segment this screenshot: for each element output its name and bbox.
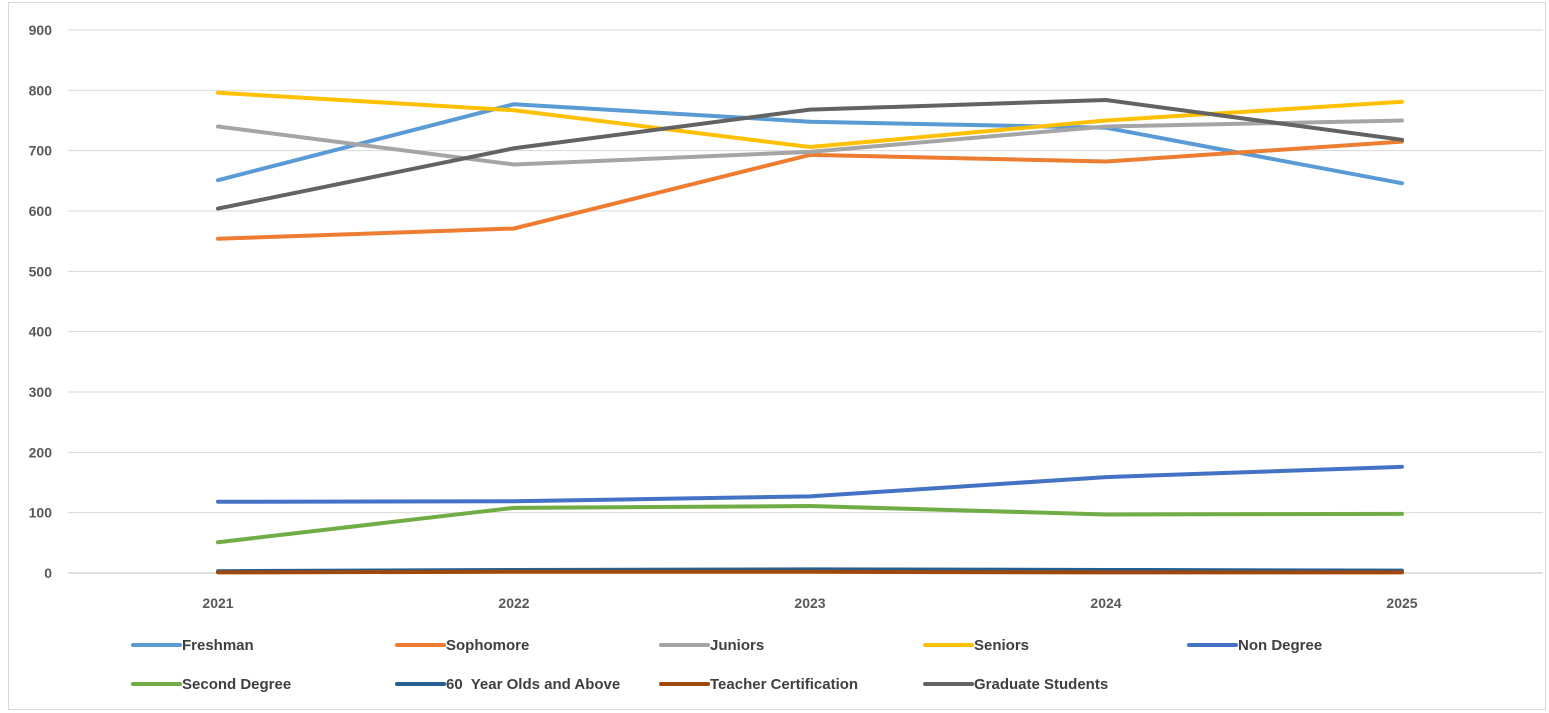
y-tick-label: 400 [29,324,53,340]
y-tick-label: 300 [29,384,53,400]
legend-label-graduate-students: Graduate Students [974,676,1108,693]
x-tick-label: 2022 [498,595,529,611]
series-line-non-degree [216,464,1404,504]
legend-label-juniors: Juniors [710,637,764,654]
x-tick-label: 2021 [202,595,233,611]
series-line-graduate-students [216,97,1404,211]
y-axis-labels: 0 100 200 300 400 500 600 700 800 900 [29,22,53,581]
legend: Freshman Sophomore Juniors Seniors Non Degre… [131,637,1322,693]
x-tick-label: 2024 [1090,595,1121,611]
legend-label-non-degree: Non Degree [1238,637,1322,654]
x-axis-labels: 2021 2022 2023 2024 2025 [202,595,1417,611]
y-tick-label: 100 [29,505,53,521]
series-lines [216,90,1404,575]
y-tick-label: 0 [44,565,52,581]
legend-label-seniors: Seniors [974,637,1029,654]
legend-label-sophomore: Sophomore [446,637,529,654]
y-tick-label: 900 [29,22,53,38]
y-tick-label: 700 [29,143,53,159]
legend-label-teacher-certification: Teacher Certification [710,676,858,693]
y-tick-label: 600 [29,203,53,219]
y-tick-label: 500 [29,263,53,279]
x-tick-label: 2023 [794,595,825,611]
y-tick-label: 200 [29,444,53,460]
series-line-freshman [216,102,1404,186]
y-tick-label: 800 [29,82,53,98]
series-line-second-degree [216,504,1404,545]
legend-label-freshman: Freshman [182,637,254,654]
legend-label-second-degree: Second Degree [182,676,291,693]
series-line-sophomore [216,139,1404,241]
series-line-teacher-certification [216,569,1404,575]
x-tick-label: 2025 [1386,595,1417,611]
legend-label-60-year-olds-and-above: 60 Year Olds and Above [446,676,620,693]
series-line-juniors [216,118,1404,167]
